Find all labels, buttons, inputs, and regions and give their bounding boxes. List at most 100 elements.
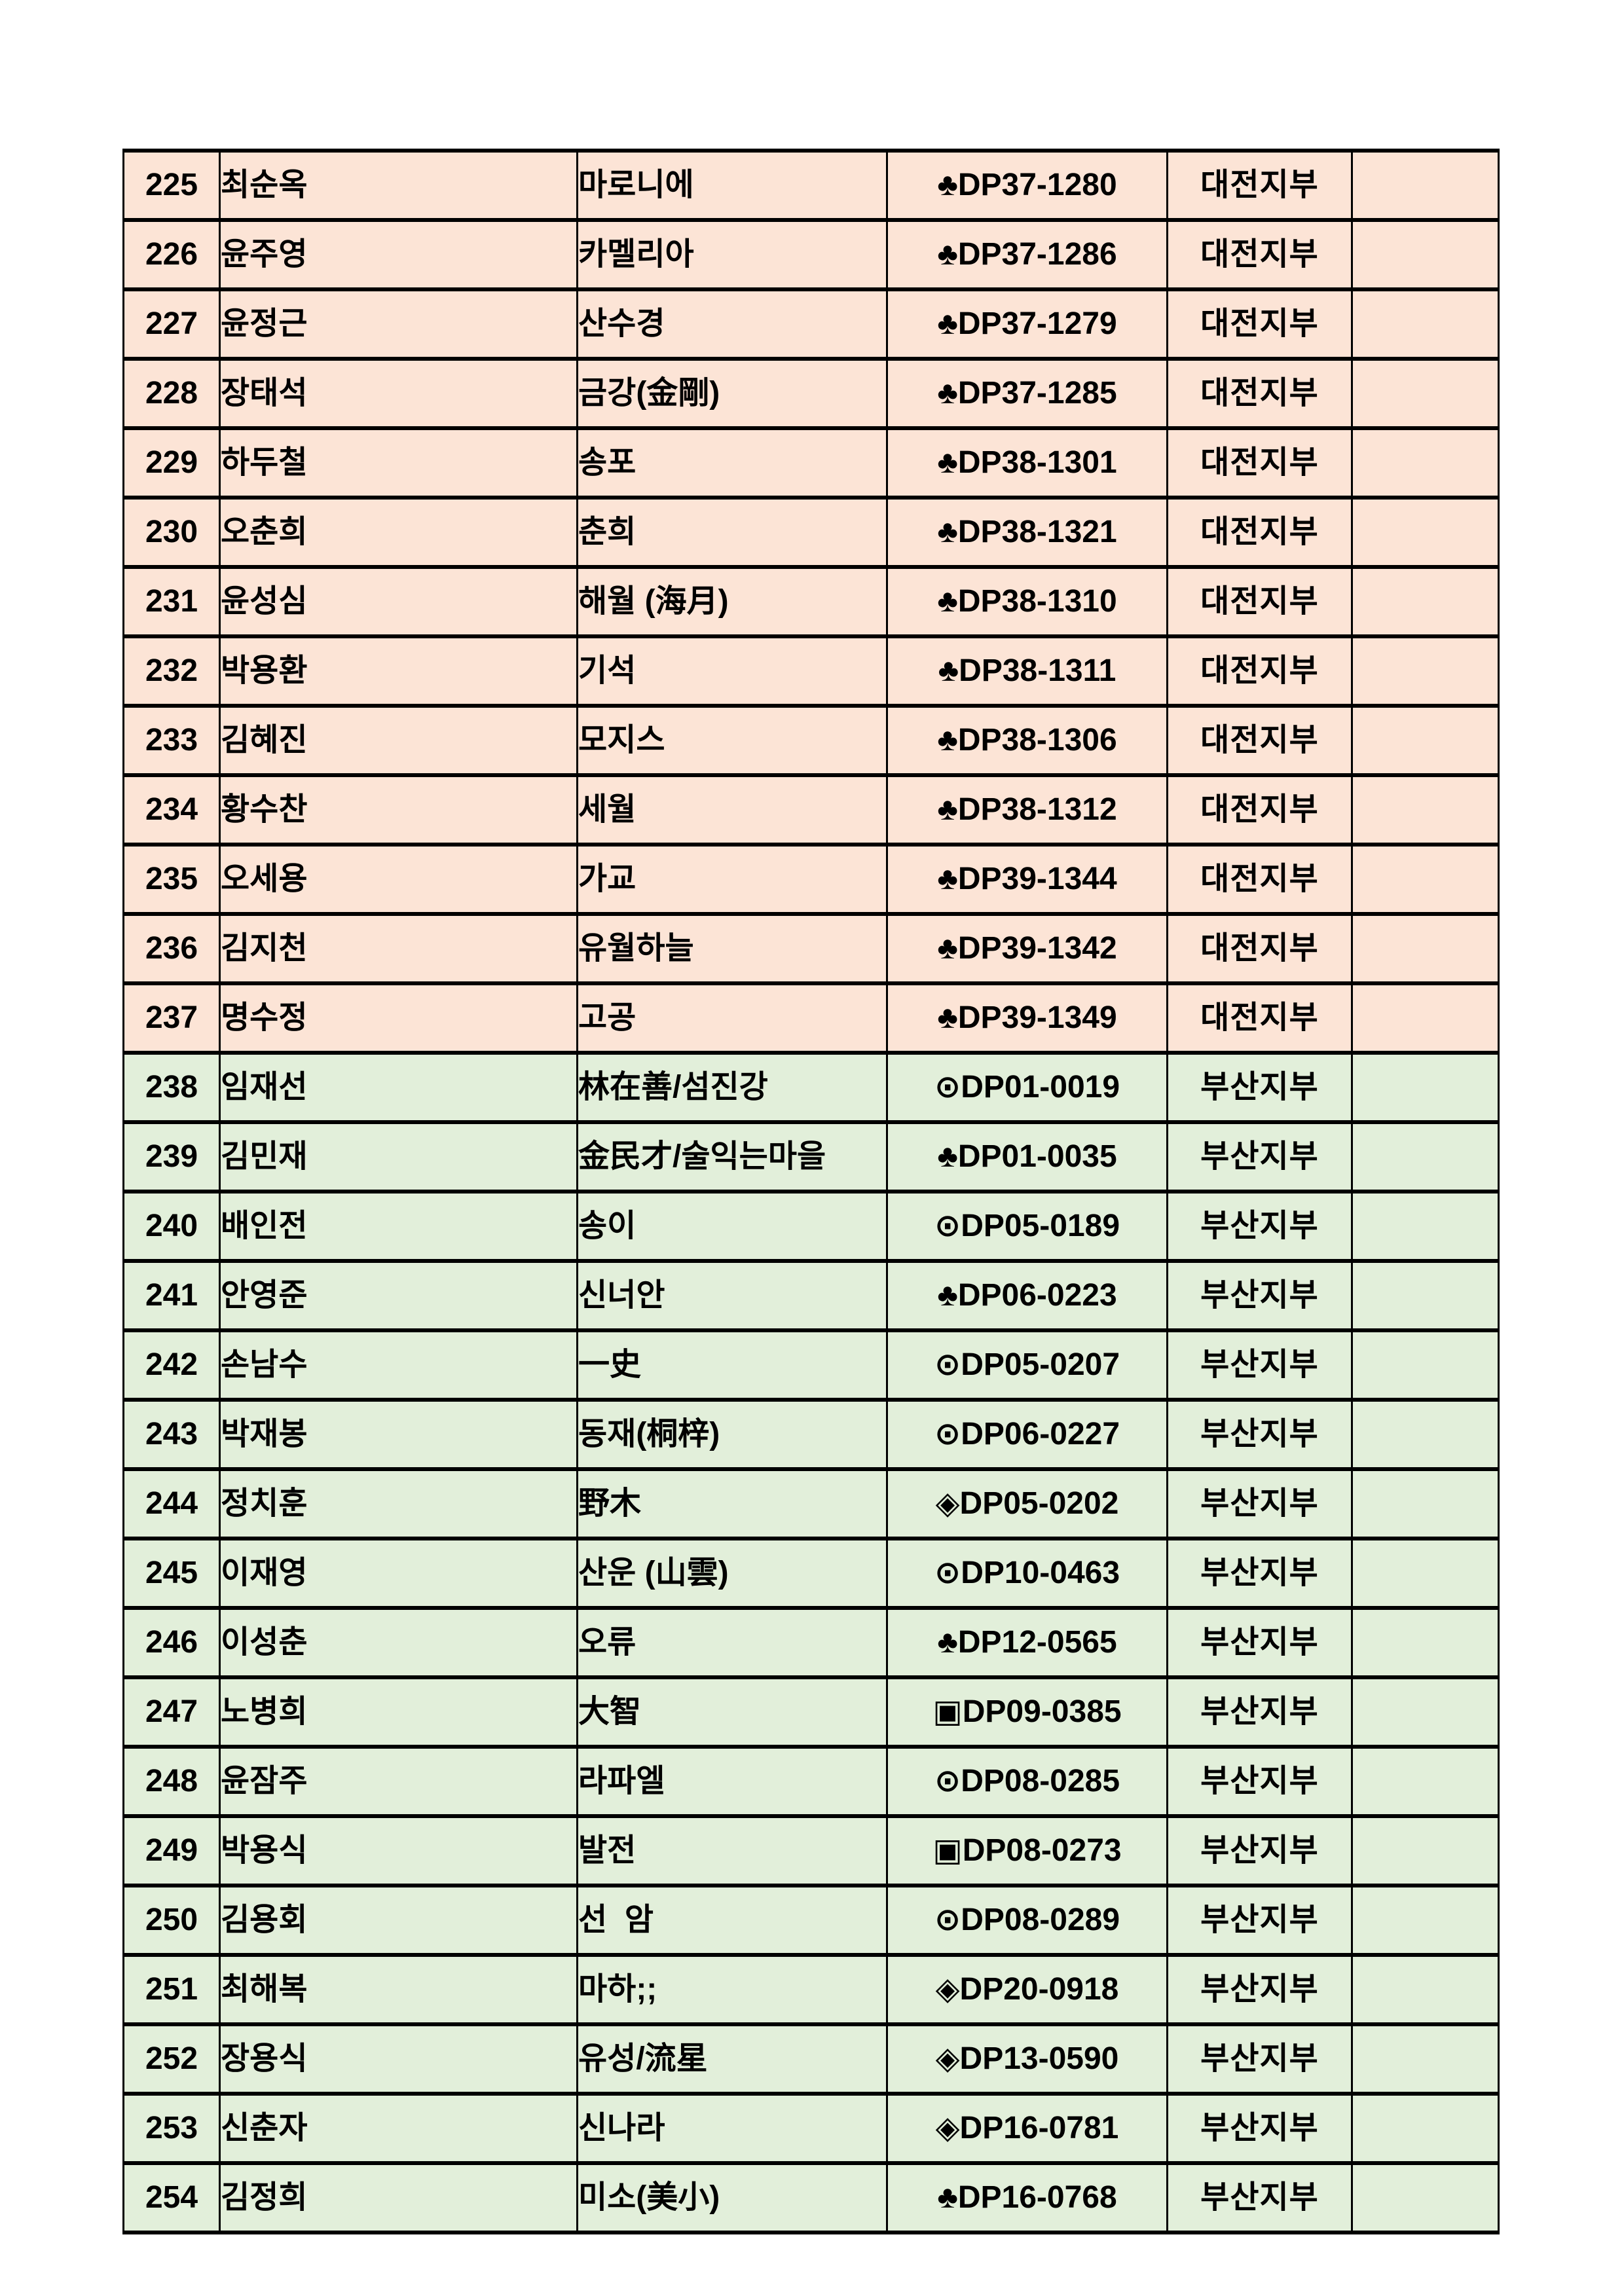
row-number-cell: 254 xyxy=(122,2161,221,2234)
code-symbol-icon: ⊙ xyxy=(934,1764,961,1798)
row-number-cell: 245 xyxy=(122,1537,221,1610)
member-name-cell: 김혜진 xyxy=(219,704,578,777)
row-number-cell: 239 xyxy=(122,1120,221,1194)
code-text: DP16-0768 xyxy=(957,2180,1117,2215)
note-cell xyxy=(1351,704,1500,777)
code-symbol-icon: ◈ xyxy=(935,1972,960,2007)
table-row: 238 임재선 林在善/섬진강 ⊙DP01-0019 부산지부 xyxy=(122,1051,1500,1124)
row-number-cell: 252 xyxy=(122,2022,221,2096)
row-number-cell: 234 xyxy=(122,773,221,847)
branch-cell: 대전지부 xyxy=(1166,496,1353,569)
note-cell xyxy=(1351,426,1500,500)
branch-cell: 부산지부 xyxy=(1166,1745,1353,1818)
member-name-cell: 윤주영 xyxy=(219,218,578,291)
row-number-cell: 228 xyxy=(122,357,221,430)
table-row: 247 노병희 大智 ▣DP09-0385 부산지부 xyxy=(122,1675,1500,1749)
note-cell xyxy=(1351,773,1500,847)
code-cell: ⊙DP08-0289 xyxy=(886,1884,1168,1957)
note-cell xyxy=(1351,912,1500,985)
note-cell xyxy=(1351,2092,1500,2165)
member-name-cell: 윤잠주 xyxy=(219,1745,578,1818)
code-cell: ♣DP38-1312 xyxy=(886,773,1168,847)
code-cell: ⊙DP05-0189 xyxy=(886,1190,1168,1263)
note-cell xyxy=(1351,1675,1500,1749)
member-name-cell: 안영준 xyxy=(219,1259,578,1332)
pen-name-cell: 신나라 xyxy=(576,2092,888,2165)
code-cell: ▣DP08-0273 xyxy=(886,1814,1168,1887)
row-number-cell: 229 xyxy=(122,426,221,500)
code-symbol-icon: ♣ xyxy=(937,376,958,410)
row-number-cell: 253 xyxy=(122,2092,221,2165)
pen-name-cell: 大智 xyxy=(576,1675,888,1749)
code-cell: ♣DP37-1286 xyxy=(886,218,1168,291)
table-row: 231 윤성심 해월 (海月) ♣DP38-1310 대전지부 xyxy=(122,565,1500,638)
code-cell: ♣DP37-1285 xyxy=(886,357,1168,430)
note-cell xyxy=(1351,565,1500,638)
member-name-cell: 김용회 xyxy=(219,1884,578,1957)
table-row: 229 하두철 송포 ♣DP38-1301 대전지부 xyxy=(122,426,1500,500)
table-row: 228 장태석 금강(金剛) ♣DP37-1285 대전지부 xyxy=(122,357,1500,430)
branch-cell: 부산지부 xyxy=(1166,1051,1353,1124)
row-number-cell: 232 xyxy=(122,634,221,708)
code-symbol-icon: ◈ xyxy=(935,1486,960,1521)
row-number-cell: 238 xyxy=(122,1051,221,1124)
branch-cell: 부산지부 xyxy=(1166,1190,1353,1263)
row-number-cell: 241 xyxy=(122,1259,221,1332)
pen-name-cell: 송포 xyxy=(576,426,888,500)
member-name-cell: 하두철 xyxy=(219,426,578,500)
row-number-cell: 236 xyxy=(122,912,221,985)
table-row: 235 오세용 가교 ♣DP39-1344 대전지부 xyxy=(122,843,1500,916)
table-row: 244 정치훈 野木 ◈DP05-0202 부산지부 xyxy=(122,1467,1500,1540)
code-cell: ⊙DP06-0227 xyxy=(886,1398,1168,1471)
code-text: DP06-0227 xyxy=(961,1417,1120,1451)
code-text: DP20-0918 xyxy=(959,1972,1119,2007)
note-cell xyxy=(1351,218,1500,291)
pen-name-cell: 신너안 xyxy=(576,1259,888,1332)
code-symbol-icon: ⊙ xyxy=(934,1347,961,1382)
code-symbol-icon: ⊙ xyxy=(934,1417,961,1451)
note-cell xyxy=(1351,2022,1500,2096)
member-name-cell: 장태석 xyxy=(219,357,578,430)
pen-name-cell: 野木 xyxy=(576,1467,888,1540)
row-number-cell: 226 xyxy=(122,218,221,291)
code-text: DP08-0289 xyxy=(961,1903,1120,1937)
note-cell xyxy=(1351,2161,1500,2234)
code-cell: ♣DP37-1280 xyxy=(886,149,1168,222)
note-cell xyxy=(1351,1328,1500,1402)
member-name-cell: 김지천 xyxy=(219,912,578,985)
branch-cell: 대전지부 xyxy=(1166,912,1353,985)
branch-cell: 대전지부 xyxy=(1166,287,1353,361)
table-row: 226 윤주영 카멜리아 ♣DP37-1286 대전지부 xyxy=(122,218,1500,291)
member-name-cell: 노병희 xyxy=(219,1675,578,1749)
code-cell: ⊙DP08-0285 xyxy=(886,1745,1168,1818)
note-cell xyxy=(1351,1190,1500,1263)
code-symbol-icon: ♣ xyxy=(937,792,958,827)
branch-cell: 대전지부 xyxy=(1166,773,1353,847)
code-symbol-icon: ♣ xyxy=(937,445,958,480)
table-row: 243 박재봉 동재(桐梓) ⊙DP06-0227 부산지부 xyxy=(122,1398,1500,1471)
code-cell: ◈DP13-0590 xyxy=(886,2022,1168,2096)
code-text: DP12-0565 xyxy=(957,1625,1117,1660)
code-text: DP38-1310 xyxy=(957,584,1117,619)
code-symbol-icon: ♣ xyxy=(937,1000,958,1035)
branch-cell: 대전지부 xyxy=(1166,634,1353,708)
code-text: DP37-1286 xyxy=(957,237,1117,272)
pen-name-cell: 유성/流星 xyxy=(576,2022,888,2096)
code-cell: ♣DP39-1349 xyxy=(886,981,1168,1055)
code-cell: ◈DP05-0202 xyxy=(886,1467,1168,1540)
member-name-cell: 명수정 xyxy=(219,981,578,1055)
pen-name-cell: 기석 xyxy=(576,634,888,708)
pen-name-cell: 선 암 xyxy=(576,1884,888,1957)
note-cell xyxy=(1351,981,1500,1055)
code-text: DP10-0463 xyxy=(961,1556,1120,1590)
pen-name-cell: 마로니에 xyxy=(576,149,888,222)
table-row: 249 박용식 발전 ▣DP08-0273 부산지부 xyxy=(122,1814,1500,1887)
code-cell: ♣DP12-0565 xyxy=(886,1606,1168,1679)
pen-name-cell: 마하;; xyxy=(576,1953,888,2026)
code-text: DP39-1342 xyxy=(957,931,1117,966)
pen-name-cell: 동재(桐梓) xyxy=(576,1398,888,1471)
code-symbol-icon: ♣ xyxy=(937,862,958,896)
code-text: DP08-0285 xyxy=(961,1764,1120,1798)
code-symbol-icon: ▣ xyxy=(932,1833,963,1868)
code-cell: ♣DP37-1279 xyxy=(886,287,1168,361)
